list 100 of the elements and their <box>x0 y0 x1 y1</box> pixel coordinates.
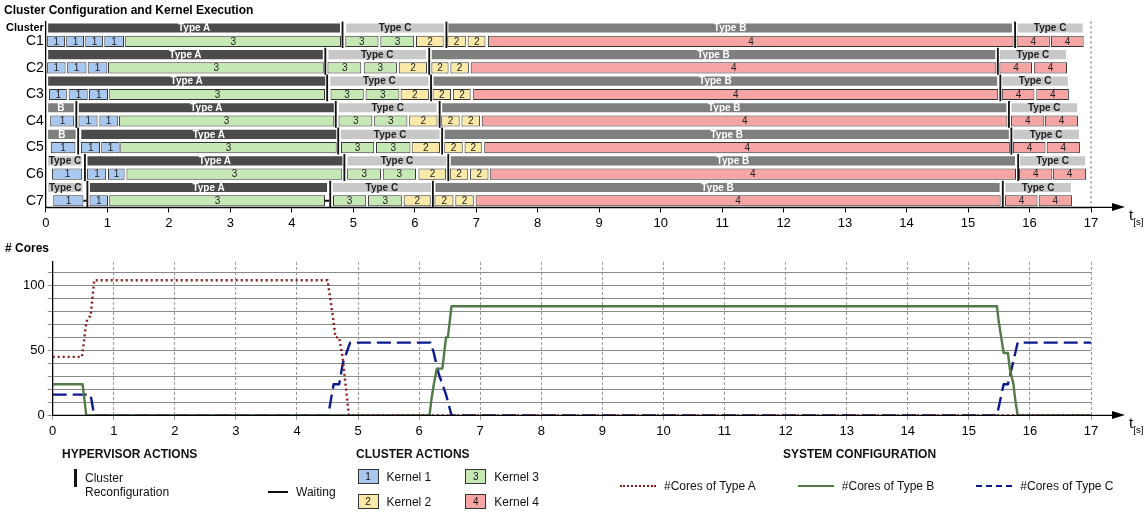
text: Type B <box>699 75 732 87</box>
annotation: 1 <box>55 88 62 100</box>
text: Type C <box>378 22 412 34</box>
annotation: 4 <box>744 141 751 153</box>
annotation: 1 <box>73 62 80 74</box>
annotation: 3 <box>214 195 221 207</box>
text: Type C <box>1036 155 1069 167</box>
legend-title: SYSTEM CONFIGURATION <box>783 447 938 461</box>
text: 4 <box>473 496 479 507</box>
x-tick-label: 12 <box>776 214 791 230</box>
text: Type C <box>1029 128 1063 140</box>
annotation: 2 <box>467 115 474 127</box>
text: Type C <box>371 102 405 114</box>
annotation: 4 <box>1066 168 1073 180</box>
annotation: 4 <box>750 168 757 180</box>
series-label: Type C <box>1021 181 1055 193</box>
legend-label: #Cores of Type B <box>841 479 935 493</box>
annotation: 1 <box>111 35 118 47</box>
legend-label: #Cores of Type C <box>1020 479 1114 493</box>
text: Type C <box>360 48 394 60</box>
x-tick-label: 6 <box>411 214 419 230</box>
annotation: 3 <box>341 62 348 74</box>
y-tick-label: C6 <box>25 165 45 182</box>
x-tick-label: 16 <box>1022 422 1038 438</box>
y-tick-label: C4 <box>25 111 45 128</box>
legend-label: Waiting <box>296 485 336 499</box>
annotation: 1 <box>64 168 71 180</box>
text: Type C <box>1018 75 1052 87</box>
series-label: B <box>57 102 65 114</box>
text: Type C <box>1027 102 1061 114</box>
annotation: 4 <box>1050 88 1057 100</box>
annotation: 3 <box>344 88 351 100</box>
text: Type C <box>363 75 396 87</box>
annotation: 2 <box>456 62 463 74</box>
annotation: 1 <box>85 115 92 127</box>
annotation: 1 <box>88 141 94 153</box>
x-tick-label: 15 <box>961 422 977 438</box>
annotation: 3 <box>346 195 353 207</box>
annotation: 3 <box>380 88 387 100</box>
annotation: 3 <box>394 35 401 47</box>
annotation: 2 <box>423 141 430 153</box>
text: Type B <box>716 155 750 167</box>
y-axis-title: # Cores <box>5 241 50 255</box>
text: Type B <box>697 48 730 60</box>
annotation: 4 <box>731 62 738 74</box>
annotation: 4 <box>1058 115 1065 127</box>
annotation: 1 <box>95 88 102 100</box>
series-label: Type A <box>192 181 225 193</box>
annotation: 3 <box>377 62 384 74</box>
annotation: 3 <box>396 168 403 180</box>
annotation: 2 <box>476 168 483 180</box>
x-tick-label: 1 <box>110 422 118 438</box>
y-tick-label: 0 <box>37 406 45 422</box>
annotation: 3 <box>214 88 221 100</box>
annotation: 3 <box>230 35 237 47</box>
annotation: 1 <box>113 168 120 180</box>
annotation: 3 <box>354 141 361 153</box>
x-tick-label: 17 <box>1083 422 1099 438</box>
legend-label: Kernel 2 <box>386 494 432 509</box>
y-tick-label: C3 <box>25 85 45 102</box>
annotation: 1 <box>59 115 66 127</box>
text: 1 <box>365 471 371 482</box>
text: CLUSTER ACTIONS <box>356 447 471 461</box>
text: Type A <box>190 102 223 114</box>
annotation: 4 <box>742 115 749 127</box>
text: Type C <box>380 155 414 167</box>
text: Type B <box>713 22 747 34</box>
annotation: 2 <box>411 88 418 100</box>
annotation: 2 <box>420 115 427 127</box>
annotation: 1 <box>95 195 102 207</box>
annotation: 2 <box>410 62 417 74</box>
text: Type A <box>170 75 203 87</box>
annotation: 2 <box>450 141 457 153</box>
annotation: 4 <box>1018 195 1025 207</box>
annotation: 3 <box>213 62 220 74</box>
x-tick-label: 6 <box>415 422 423 438</box>
text: Type C <box>1016 48 1050 60</box>
text: Type C <box>48 181 82 193</box>
annotation: 2 <box>437 62 444 74</box>
x-tick-label: 7 <box>472 214 480 230</box>
x-tick-label: 16 <box>1022 214 1037 230</box>
legend-label: Kernel 4 <box>494 494 539 509</box>
text: Type C <box>1033 22 1067 34</box>
text: Type C <box>373 128 407 140</box>
x-tick-label: 2 <box>165 214 173 230</box>
x-tick-label: 13 <box>839 422 854 438</box>
annotation: 4 <box>1052 195 1059 207</box>
text: Type A <box>169 48 202 60</box>
x-tick-label: 13 <box>837 214 853 230</box>
annotation: 4 <box>1060 141 1067 153</box>
text: Type A <box>177 22 211 34</box>
x-tick-label: 9 <box>595 214 603 230</box>
x-tick-label: 15 <box>960 214 976 230</box>
y-tick-label: 100 <box>22 276 45 292</box>
text: B <box>58 128 66 140</box>
annotation: 3 <box>352 115 359 127</box>
annotation: 4 <box>1026 141 1033 153</box>
annotation: 2 <box>427 35 434 47</box>
legend-label: Kernel 3 <box>494 469 539 484</box>
annotation: 2 <box>461 195 468 207</box>
